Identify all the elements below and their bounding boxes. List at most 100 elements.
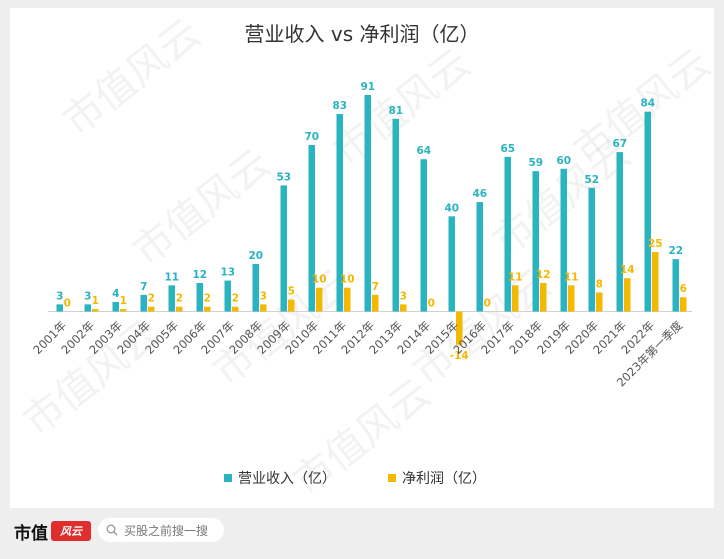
revenue-bar (392, 118, 399, 312)
profit-data-label: 3 (400, 290, 407, 302)
brand-logo: 市值 风云 (14, 520, 91, 544)
revenue-bar (112, 301, 119, 312)
profit-data-label: -14 (450, 350, 469, 362)
revenue-bar (252, 263, 259, 312)
search-placeholder: 买股之前搜一搜 (124, 523, 209, 538)
revenue-data-label: 60 (556, 155, 571, 167)
revenue-data-label: 91 (360, 81, 375, 93)
profit-bar (568, 285, 575, 312)
profit-data-label: 7 (372, 281, 379, 293)
profit-data-label: 25 (648, 238, 663, 250)
revenue-bar (336, 114, 343, 312)
revenue-data-label: 64 (416, 145, 431, 157)
profit-data-label: 2 (176, 293, 183, 305)
revenue-data-label: 4 (112, 288, 119, 300)
profit-data-label: 0 (428, 298, 435, 310)
legend: 营业收入（亿） 净利润（亿） (224, 471, 486, 487)
profit-data-label: 3 (260, 290, 267, 302)
watermark-text: 市值风云 (565, 40, 714, 175)
profit-bar (120, 309, 127, 312)
revenue-bar (588, 187, 595, 312)
revenue-data-label: 3 (56, 290, 63, 302)
profit-bar (400, 304, 407, 312)
profit-bar (652, 252, 659, 312)
profit-bar (680, 297, 687, 312)
revenue-data-label: 53 (276, 171, 291, 183)
profit-bar (92, 309, 99, 312)
revenue-data-label: 3 (84, 290, 91, 302)
bars-group: 303 1417211212213220353570108310917813640… (56, 81, 687, 362)
revenue-bar (168, 285, 175, 312)
revenue-data-label: 11 (164, 271, 179, 283)
revenue-bar (672, 259, 679, 312)
profit-bar (512, 285, 519, 312)
revenue-bar (504, 156, 511, 312)
profit-data-label: 10 (312, 274, 327, 286)
legend-label: 净利润（亿） (402, 471, 486, 487)
revenue-bar (560, 168, 567, 312)
revenue-bar (140, 294, 147, 312)
profit-bar (540, 282, 547, 312)
revenue-bar (448, 216, 455, 312)
profit-data-label: 2 (204, 293, 211, 305)
revenue-data-label: 7 (140, 281, 147, 293)
revenue-bar (476, 202, 483, 312)
revenue-bar (84, 304, 91, 312)
revenue-bar (308, 144, 315, 312)
profit-data-label: 0 (484, 298, 491, 310)
brand-name: 市值 (14, 523, 48, 544)
legend-swatch (224, 474, 232, 482)
revenue-data-label: 46 (472, 188, 487, 200)
profit-data-label: 10 (340, 274, 355, 286)
profit-data-label: 1 (92, 295, 99, 307)
legend-swatch (388, 474, 396, 482)
revenue-data-label: 84 (640, 98, 655, 110)
revenue-bar (364, 95, 371, 312)
legend-label: 营业收入（亿） (238, 471, 336, 487)
profit-bar (176, 306, 183, 312)
revenue-data-label: 13 (220, 267, 235, 279)
search-icon (106, 524, 118, 536)
revenue-data-label: 20 (248, 250, 263, 262)
revenue-bar (532, 171, 539, 312)
profit-bar (624, 278, 631, 312)
footer: 市值 风云 买股之前搜一搜 (0, 508, 724, 559)
profit-bar (456, 311, 463, 345)
revenue-bar (56, 304, 63, 312)
chart-title: 营业收入 vs 净利润（亿） (245, 22, 480, 46)
revenue-data-label: 70 (304, 131, 319, 143)
chart-card: 市值风云 市值风云 市值风云 市值风云 市值风云 市值风云 市值风云 市值风云 市值风云 营业收… (10, 8, 714, 508)
profit-bar (316, 287, 323, 312)
revenue-data-label: 12 (192, 269, 207, 281)
profit-data-label: 2 (232, 293, 239, 305)
profit-bar (204, 306, 211, 312)
profit-bar (260, 304, 267, 312)
profit-data-label: 1 (120, 295, 127, 307)
profit-bar (288, 299, 295, 312)
revenue-data-label: 40 (444, 202, 459, 214)
profit-bar (596, 292, 603, 312)
revenue-data-label: 52 (584, 174, 599, 186)
profit-data-label: 12 (536, 269, 551, 281)
profit-bar (344, 287, 351, 312)
profit-data-label: 8 (596, 278, 603, 290)
revenue-data-label: 83 (332, 100, 347, 112)
revenue-data-label: 65 (500, 143, 515, 155)
watermark-text: 市值风云 (55, 10, 209, 145)
revenue-data-label: 59 (528, 157, 543, 169)
profit-data-label: 6 (680, 283, 687, 295)
profit-data-label: 5 (288, 286, 295, 298)
profit-bar (372, 294, 379, 312)
profit-data-label: 14 (620, 264, 635, 276)
profit-data-label: 0 (64, 298, 71, 310)
revenue-bar (616, 152, 623, 312)
profit-bar (232, 306, 239, 312)
profit-data-label: 11 (508, 271, 523, 283)
profit-bar (148, 306, 155, 312)
brand-stamp: 风云 (51, 521, 91, 541)
profit-data-label: 11 (564, 271, 579, 283)
search-box[interactable]: 买股之前搜一搜 (98, 518, 224, 542)
revenue-bar (420, 159, 427, 312)
revenue-data-label: 22 (668, 245, 683, 257)
